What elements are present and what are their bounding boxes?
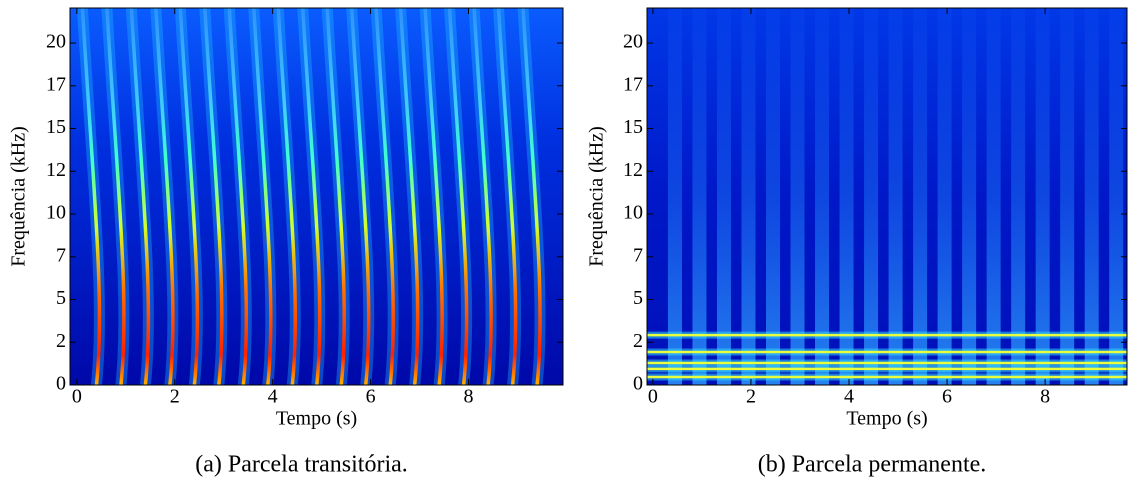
y-axis-label: Frequência (kHz)	[8, 126, 30, 267]
onset-stripe	[325, 8, 346, 385]
onset-stripe	[227, 8, 249, 385]
x-tick-label: 8	[1040, 386, 1050, 408]
y-tick-label: 5	[633, 287, 643, 309]
onset-band	[741, 8, 756, 385]
onset-stripe	[423, 8, 444, 385]
onset-stripe	[374, 8, 395, 385]
y-axis-label: Frequência (kHz)	[586, 126, 608, 267]
onset-band	[1035, 8, 1050, 385]
x-tick-label: 0	[648, 386, 658, 408]
onset-band	[986, 8, 1001, 385]
onset-stripe	[300, 8, 322, 385]
onset-band	[839, 8, 854, 385]
plot-area	[76, 8, 546, 385]
x-tick-label: 4	[268, 386, 278, 408]
onset-stripe	[178, 8, 200, 385]
onset-stripe	[349, 8, 371, 385]
x-tick-label: 2	[170, 386, 180, 408]
onset-band	[1060, 8, 1075, 385]
onset-band	[716, 8, 731, 385]
onset-band	[1084, 8, 1099, 385]
onset-stripe	[521, 8, 542, 385]
onset-band	[790, 8, 805, 385]
onset-stripe	[154, 8, 175, 385]
onset-band	[1109, 8, 1124, 385]
onset-stripe	[80, 8, 102, 385]
x-tick-label: 6	[366, 386, 376, 408]
plot-frame	[69, 7, 564, 386]
y-tick-label: 17	[46, 73, 66, 95]
x-tick-label: 2	[746, 386, 756, 408]
plot-area	[647, 8, 1127, 385]
onset-band	[815, 8, 830, 385]
y-tick-label: 0	[633, 373, 643, 395]
onset-stripe	[105, 8, 126, 385]
y-tick-label: 15	[46, 116, 66, 138]
onset-band	[1011, 8, 1026, 385]
onset-stripe	[398, 8, 420, 385]
onset-band	[864, 8, 879, 385]
y-tick-label: 20	[623, 31, 643, 53]
onset-stripe	[252, 8, 273, 385]
onset-stripe	[129, 8, 151, 385]
x-tick-label: 8	[464, 386, 474, 408]
y-tick-label: 5	[56, 287, 66, 309]
y-tick-label: 2	[56, 330, 66, 352]
onset-stripe	[276, 8, 298, 385]
y-tick-label: 0	[56, 373, 66, 395]
x-axis-label: Tempo (s)	[846, 408, 927, 430]
onset-stripe	[496, 8, 518, 385]
onset-band	[667, 8, 682, 385]
x-tick-label: 0	[72, 386, 82, 408]
y-tick-label: 10	[46, 202, 66, 224]
onset-band	[888, 8, 903, 385]
plot-frame	[646, 7, 1128, 386]
onset-band	[766, 8, 781, 385]
onset-stripe	[447, 8, 469, 385]
onset-stripe	[472, 8, 493, 385]
y-tick-label: 2	[633, 330, 643, 352]
y-tick-label: 10	[623, 202, 643, 224]
x-axis-label: Tempo (s)	[276, 408, 357, 430]
onset-band	[962, 8, 977, 385]
y-tick-label: 12	[623, 159, 643, 181]
y-tick-label: 20	[46, 31, 66, 53]
y-tick-label: 15	[623, 116, 643, 138]
y-tick-label: 7	[633, 244, 643, 266]
x-tick-label: 6	[942, 386, 952, 408]
caption: (b) Parcela permanente.	[758, 452, 987, 478]
onset-band	[692, 8, 707, 385]
onset-stripe	[203, 8, 224, 385]
y-tick-label: 12	[46, 159, 66, 181]
onset-band	[913, 8, 928, 385]
onset-band	[937, 8, 952, 385]
y-tick-label: 7	[56, 244, 66, 266]
caption: (a) Parcela transitória.	[195, 452, 408, 478]
x-tick-label: 4	[844, 386, 854, 408]
y-tick-label: 17	[623, 73, 643, 95]
